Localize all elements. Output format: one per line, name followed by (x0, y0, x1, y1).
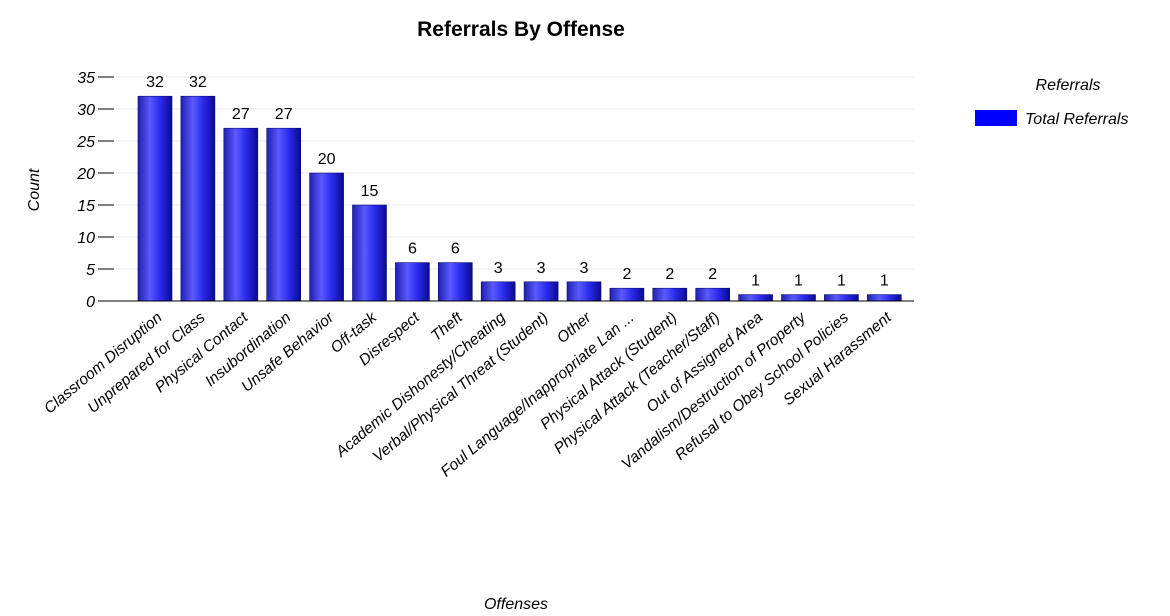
legend-title: Referrals (1036, 77, 1101, 94)
y-tick-label: 25 (76, 134, 95, 151)
data-label: 1 (837, 273, 846, 290)
bar-foul-language-inappropriate-lan (609, 287, 645, 302)
data-label: 15 (361, 183, 379, 200)
data-label: 2 (708, 266, 717, 283)
data-label: 1 (880, 273, 889, 290)
bar-vandalism-destruction-of-property (781, 294, 816, 302)
data-label: 1 (794, 273, 803, 290)
bar-refusal-to-obey-school-policies (824, 294, 859, 302)
y-tick-label: 5 (86, 262, 95, 279)
bar-sexual-harassment (866, 294, 902, 302)
y-tick-label: 10 (77, 230, 95, 247)
y-tick-label: 30 (77, 102, 95, 119)
data-label: 1 (751, 273, 760, 290)
bar-verbal-physical-threat-student (523, 281, 559, 302)
bar-physical-attack-teacher-staff (695, 287, 731, 302)
data-label: 2 (622, 266, 631, 283)
data-label: 2 (665, 266, 674, 283)
bar-classroom-disruption (137, 95, 173, 302)
bar-off-task (352, 204, 387, 302)
legend-item-total-referrals: Total Referrals (1025, 111, 1128, 128)
bar-academic-dishonesty-cheating (480, 281, 516, 302)
bar-disrespect (395, 262, 430, 302)
data-label: 6 (408, 241, 417, 258)
bar-physical-attack-student (652, 287, 688, 302)
chart-title: Referrals By Offense (417, 18, 625, 41)
bar-unprepared-for-class (180, 95, 216, 302)
bar-physical-contact (223, 127, 259, 302)
bar-other (566, 281, 602, 302)
data-label: 27 (275, 106, 293, 123)
y-tick-label: 20 (76, 166, 95, 183)
x-axis-title: Offenses (484, 596, 548, 613)
data-label: 6 (451, 241, 460, 258)
data-label: 20 (318, 151, 336, 168)
data-label: 3 (494, 260, 503, 277)
bar-out-of-assigned-area (738, 294, 773, 302)
bars (137, 95, 902, 302)
y-tick-label: 15 (77, 198, 95, 215)
data-label: 3 (537, 260, 546, 277)
legend: Referrals Total Referrals (975, 77, 1128, 128)
y-axis-title: Count (26, 168, 43, 211)
y-tick-label: 0 (86, 294, 95, 311)
data-label: 32 (189, 74, 207, 91)
legend-swatch (975, 110, 1017, 126)
bar-theft (437, 262, 473, 302)
data-label: 3 (580, 260, 589, 277)
data-label: 32 (146, 74, 164, 91)
bar-unsafe-behavior (309, 172, 344, 302)
bar-insubordination (266, 127, 302, 302)
y-axis-ticks: 0 5 10 15 20 25 30 35 (76, 70, 114, 311)
data-label: 27 (232, 106, 250, 123)
y-tick-label: 35 (77, 70, 95, 87)
